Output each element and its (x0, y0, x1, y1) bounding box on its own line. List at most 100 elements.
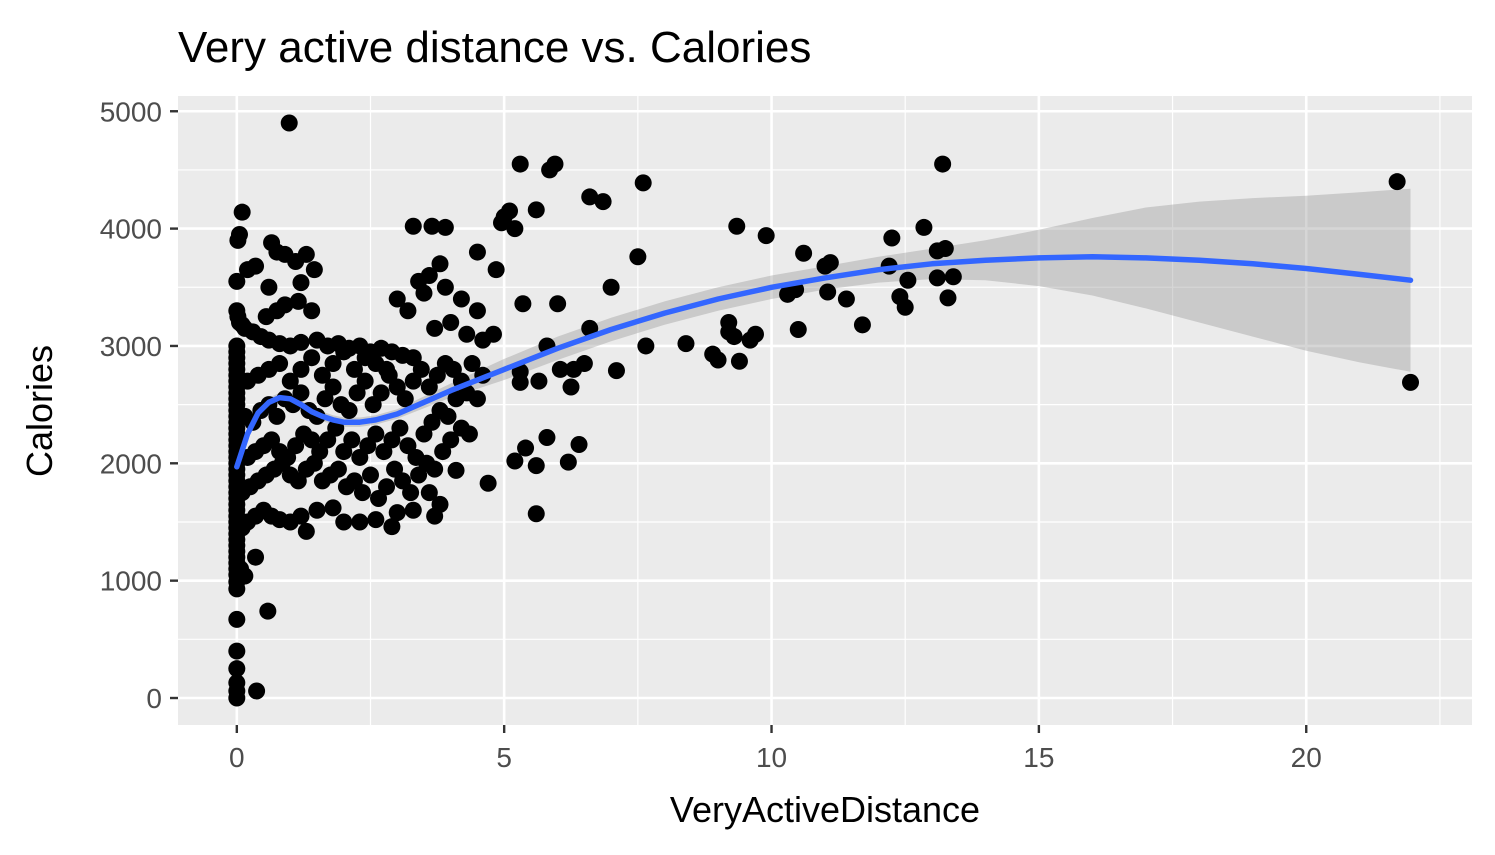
data-point (725, 328, 743, 346)
data-point (431, 255, 449, 273)
data-point (899, 271, 917, 289)
data-point (506, 220, 524, 238)
data-point (396, 390, 414, 408)
data-point (247, 257, 265, 275)
data-point (233, 203, 251, 221)
data-point (343, 431, 361, 449)
data-point (570, 436, 588, 454)
data-point (594, 193, 612, 211)
data-point (292, 384, 310, 402)
x-axis-title: VeryActiveDistance (670, 789, 980, 830)
data-point (939, 289, 957, 307)
data-point (637, 337, 655, 355)
data-point (228, 660, 246, 678)
data-point (345, 360, 363, 378)
x-tick-label: 15 (1023, 742, 1054, 773)
data-point (602, 278, 620, 296)
data-point (335, 513, 353, 531)
data-point (324, 355, 342, 373)
data-point (479, 474, 497, 492)
data-point (527, 505, 545, 523)
data-point (383, 518, 401, 536)
data-point (837, 290, 855, 308)
data-point (229, 231, 247, 249)
data-point (928, 269, 946, 287)
data-point (468, 390, 486, 408)
data-point (538, 428, 556, 446)
data-point (442, 313, 460, 331)
data-point (511, 373, 529, 391)
data-point (353, 484, 371, 502)
data-point (257, 308, 275, 326)
y-tick-label: 1000 (100, 566, 162, 597)
data-point (629, 248, 647, 266)
data-point (514, 295, 532, 313)
data-point (501, 202, 519, 220)
data-point (340, 402, 358, 419)
data-point (607, 362, 625, 380)
data-point (936, 240, 954, 258)
y-axis-title: Calories (19, 345, 60, 477)
y-tick-label: 0 (146, 683, 162, 714)
data-point (423, 217, 441, 235)
data-point (324, 499, 342, 517)
data-point (378, 360, 396, 378)
data-point (388, 290, 406, 308)
data-point (361, 466, 379, 484)
data-point (517, 439, 535, 457)
data-point (730, 352, 748, 370)
data-point (292, 274, 310, 292)
data-point (420, 267, 438, 285)
data-point (853, 316, 871, 334)
data-point (324, 378, 342, 396)
data-point (367, 511, 385, 529)
data-point (248, 682, 266, 700)
data-point (551, 360, 569, 378)
data-point (228, 580, 246, 598)
data-point (789, 321, 807, 339)
data-point (549, 295, 567, 313)
data-point (228, 689, 246, 707)
chart-title: Very active distance vs. Calories (178, 23, 811, 72)
data-point (335, 343, 353, 361)
data-point (399, 302, 417, 320)
x-tick-label: 20 (1291, 742, 1322, 773)
x-tick-label: 0 (229, 742, 245, 773)
y-tick-label: 3000 (100, 331, 162, 362)
data-point (511, 155, 529, 173)
data-point (415, 284, 433, 302)
data-point (436, 278, 454, 296)
data-point (527, 457, 545, 475)
data-point (260, 278, 278, 296)
data-point (329, 460, 347, 478)
data-point (280, 114, 298, 132)
data-point (228, 610, 246, 628)
data-point (575, 355, 593, 373)
data-point (452, 290, 470, 308)
plot-panel (178, 96, 1472, 725)
data-point (1388, 173, 1406, 191)
y-tick-label: 4000 (100, 214, 162, 245)
data-point (581, 188, 599, 206)
y-tick-label: 5000 (100, 96, 162, 127)
data-point (426, 319, 444, 337)
data-point (407, 448, 425, 466)
data-point (289, 292, 307, 310)
loess-line (234, 254, 1414, 470)
data-point (281, 372, 299, 390)
data-point (709, 351, 727, 369)
data-point (944, 268, 962, 286)
data-point (1402, 373, 1420, 391)
data-point (821, 254, 839, 272)
data-point (447, 461, 465, 479)
data-point (460, 425, 478, 443)
x-tick-label: 5 (496, 742, 512, 773)
data-point (728, 217, 746, 235)
data-point (268, 407, 286, 425)
data-point (259, 602, 277, 620)
data-point (527, 201, 545, 219)
data-point (420, 484, 438, 502)
data-point (404, 217, 422, 235)
data-point (468, 302, 486, 320)
